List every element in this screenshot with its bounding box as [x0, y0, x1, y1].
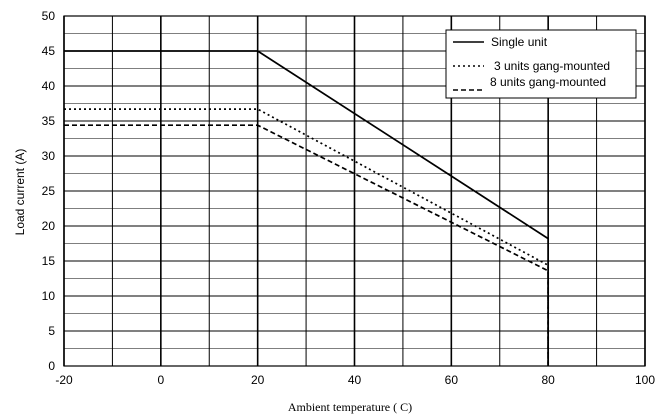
x-tick-label: 60 — [445, 373, 459, 387]
x-tick-label: 0 — [157, 373, 164, 387]
y-tick-label: 30 — [42, 149, 56, 163]
y-tick-label: 0 — [48, 359, 55, 373]
legend-label-3-units: 3 units gang-mounted — [494, 59, 610, 73]
series-lines — [64, 50, 550, 366]
series-line-1 — [64, 108, 550, 366]
y-tick-label: 5 — [48, 324, 55, 338]
x-tick-label: 100 — [635, 373, 655, 387]
x-tick-label: 40 — [348, 373, 362, 387]
y-tick-label: 20 — [42, 219, 56, 233]
x-axis-label: Ambient temperature ( C) — [288, 400, 412, 414]
y-tick-label: 15 — [42, 254, 56, 268]
y-tick-label: 45 — [42, 44, 56, 58]
series-line-2 — [64, 124, 550, 366]
y-axis-label: Load current (A) — [13, 149, 27, 236]
x-tick-label: -20 — [55, 373, 73, 387]
y-tick-label: 10 — [42, 289, 56, 303]
y-tick-label: 35 — [42, 114, 56, 128]
y-tick-label: 40 — [42, 79, 56, 93]
y-tick-label: 50 — [42, 9, 56, 23]
plot-frame — [63, 15, 646, 367]
x-tick-label: 20 — [251, 373, 265, 387]
legend-label-single-unit: Single unit — [491, 35, 548, 49]
x-tick-label: 80 — [541, 373, 555, 387]
legend-label-8-units: 8 units gang-mounted — [490, 75, 606, 89]
legend: Single unit 3 units gang-mounted 8 units… — [445, 29, 637, 99]
y-tick-label: 25 — [42, 184, 56, 198]
